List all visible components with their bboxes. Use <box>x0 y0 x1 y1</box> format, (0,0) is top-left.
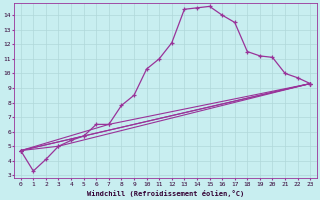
X-axis label: Windchill (Refroidissement éolien,°C): Windchill (Refroidissement éolien,°C) <box>87 190 244 197</box>
